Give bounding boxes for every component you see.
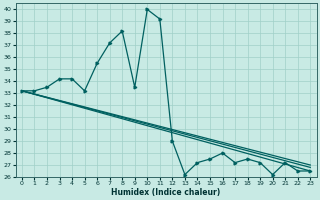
- X-axis label: Humidex (Indice chaleur): Humidex (Indice chaleur): [111, 188, 221, 197]
